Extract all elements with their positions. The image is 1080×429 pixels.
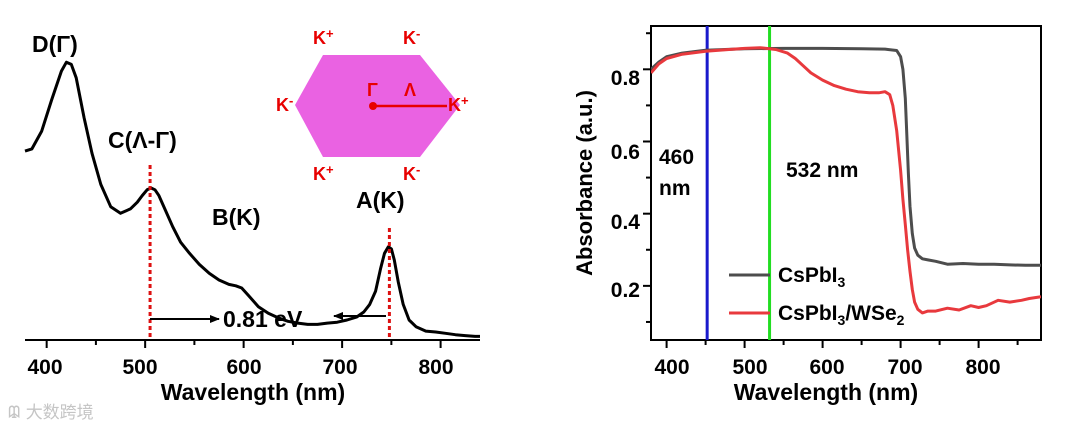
left-xtick-800: 800 — [418, 356, 453, 379]
cspbi3-wse2-curve — [651, 46, 1041, 315]
right-ytick-0.2: 0.2 — [611, 279, 640, 302]
watermark: ᙨ 大数跨境 — [8, 403, 94, 423]
peak-d-label: D(Γ) — [32, 31, 78, 57]
left-xtick-400: 400 — [27, 356, 62, 379]
left-xtick-500: 500 — [122, 356, 157, 379]
bz-k-plus-right: K+ — [448, 93, 469, 115]
legend-label-cspbi3-wse2: CsPbI3/WSe2 — [778, 302, 905, 328]
right-xtick-400: 400 — [654, 356, 689, 379]
label-460-line2: nm — [659, 177, 691, 200]
right-xtick-500: 500 — [732, 356, 767, 379]
watermark-logo-icon: ᙨ — [8, 403, 26, 423]
peak-b-label: B(K) — [212, 204, 261, 230]
bz-k-plus-bottom-left: K+ — [313, 162, 334, 184]
legend: CsPbI3 CsPbI3/WSe2 — [729, 264, 905, 328]
peak-a-label: A(K) — [356, 187, 405, 213]
left-x-ticks — [45, 340, 442, 348]
label-532: 532 nm — [786, 159, 858, 182]
left-absorption-curve — [24, 60, 480, 338]
right-ytick-0.4: 0.4 — [611, 211, 641, 234]
right-ytick-0.8: 0.8 — [611, 67, 641, 90]
bz-k-plus-top-left: K+ — [313, 26, 334, 48]
left-xtick-600: 600 — [226, 356, 261, 379]
label-460-line1: 460 — [659, 146, 694, 169]
brillouin-zone-inset: K+ K- K- K+ K+ K- Γ Λ — [276, 26, 469, 184]
bz-gamma-label: Γ — [367, 80, 378, 100]
right-ytick-0.6: 0.6 — [611, 141, 640, 164]
energy-gap-label: 0.81 eV — [223, 306, 303, 332]
right-xtick-700: 700 — [887, 356, 922, 379]
gamma-point — [369, 102, 377, 110]
right-chart: 0.2 0.4 0.6 0.8 400 500 600 700 800 Wave… — [572, 25, 1042, 405]
right-x-axis-label: Wavelength (nm) — [734, 379, 918, 405]
right-plot-frame — [650, 25, 1042, 341]
cspbi3-curve — [651, 46, 1041, 267]
right-xtick-800: 800 — [965, 356, 1000, 379]
left-x-axis-label: Wavelength (nm) — [161, 379, 345, 405]
left-chart: 400 500 600 700 800 Wavelength (nm) D(Γ)… — [24, 26, 480, 405]
bz-k-minus-bottom-right: K- — [403, 162, 420, 184]
right-xtick-600: 600 — [809, 356, 844, 379]
peak-c-label: C(Λ-Γ) — [108, 127, 177, 153]
right-axis-ticks — [643, 32, 1019, 348]
right-y-axis-label: Absorbance (a.u.) — [572, 90, 597, 276]
bz-k-minus-left: K- — [276, 93, 293, 115]
legend-label-cspbi3: CsPbI3 — [778, 264, 846, 290]
bz-k-minus-top-right: K- — [403, 26, 420, 48]
bz-lambda-label: Λ — [404, 80, 416, 100]
left-xtick-700: 700 — [322, 356, 357, 379]
